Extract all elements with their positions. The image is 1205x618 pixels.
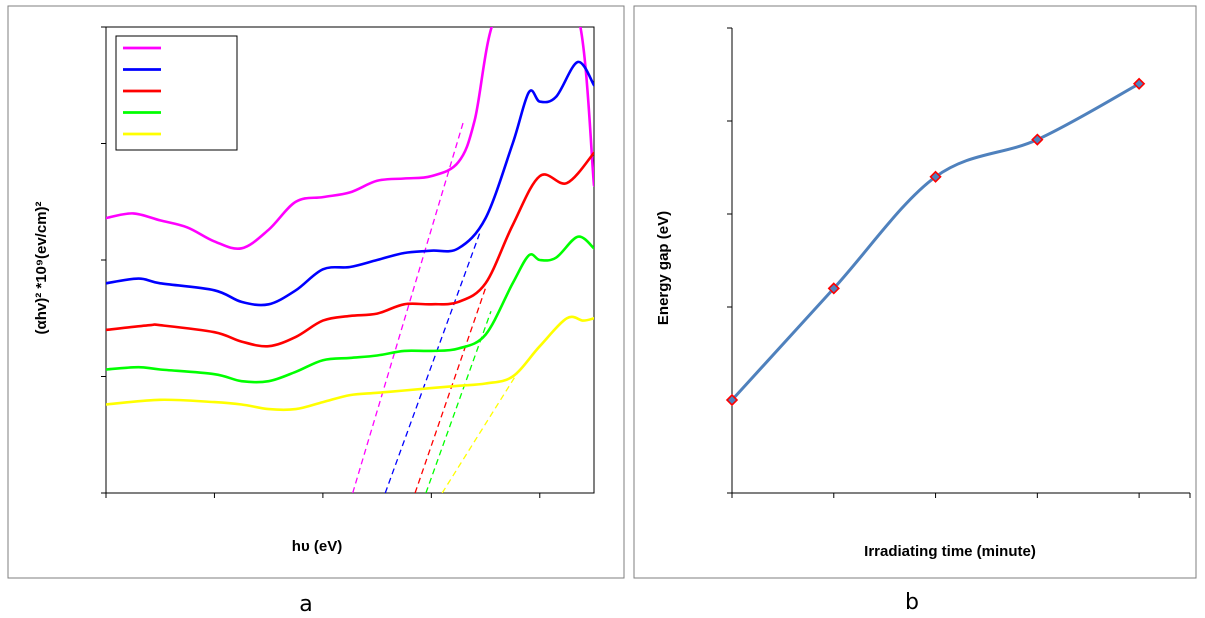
legend-box — [115, 35, 238, 151]
chart-a-legend — [115, 35, 238, 151]
chart-a-ylabel: (αhv)² *10⁹(ev/cm)² — [33, 201, 50, 334]
data-point-marker — [1031, 133, 1044, 146]
data-point-marker — [929, 170, 942, 183]
data-point-marker — [1132, 77, 1146, 90]
data-point-marker — [725, 393, 739, 407]
panel-a-frame — [7, 5, 625, 579]
series-line — [106, 315, 594, 412]
panel-label-b: b — [905, 590, 919, 615]
chart-a-series — [106, 27, 594, 412]
tangent-line — [414, 287, 487, 493]
chart-b-ylabel: Energy gap (eV) — [655, 211, 672, 325]
chart-a-xlabel: hυ (eV) — [292, 538, 342, 555]
series-line — [106, 27, 594, 251]
series-line — [106, 60, 594, 307]
series-line — [106, 151, 594, 348]
tangent-line — [384, 231, 481, 493]
tangent-line — [441, 371, 519, 493]
data-point-marker — [827, 282, 840, 295]
series-line — [106, 235, 594, 384]
chart-b-ticks — [727, 27, 1191, 498]
chart-a-ticks — [101, 26, 541, 498]
chart-b-xlabel: Irradiating time (minute) — [864, 543, 1036, 560]
tangent-line — [352, 120, 465, 493]
chart-b: Irradiating time (minute) Energy gap (eV… — [655, 27, 1191, 560]
panel-b-frame — [633, 5, 1197, 579]
panel-label-a: a — [299, 592, 312, 617]
series-line — [730, 82, 1141, 402]
chart-b-series — [725, 77, 1146, 407]
chart-a: hυ (eV) (αhv)² *10⁹(ev/cm)² — [33, 26, 595, 555]
